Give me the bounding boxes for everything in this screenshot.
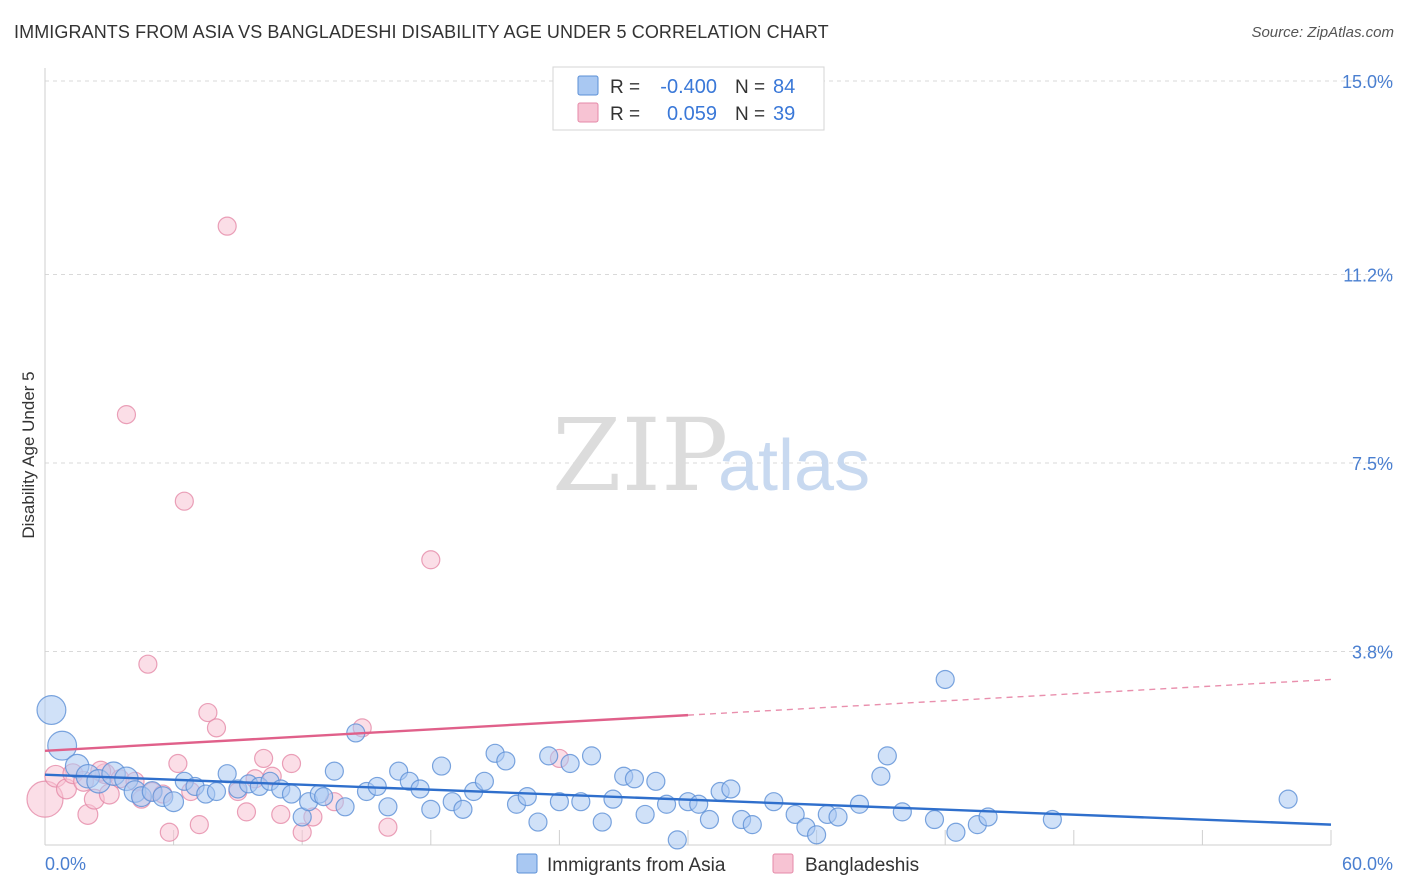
- bangladeshi-point: [189, 815, 209, 835]
- bangladeshi-point: [116, 405, 137, 425]
- bangladeshi-point: [281, 753, 302, 774]
- series-immigrants-from-asia: [36, 669, 1298, 850]
- asia-point: [828, 807, 848, 827]
- asia-point: [281, 784, 302, 804]
- series-legend: Immigrants from Asia Bangladeshis: [516, 853, 919, 876]
- bangladeshi-point: [217, 216, 237, 236]
- asia-point: [474, 771, 494, 791]
- bottom-legend-swatch-asia: [516, 853, 538, 874]
- asia-point: [892, 802, 912, 822]
- watermark-atlas: atlas: [718, 426, 870, 506]
- chart-title: IMMIGRANTS FROM ASIA VS BANGLADESHI DISA…: [14, 22, 829, 42]
- legend-n-value-asia: 84: [773, 76, 795, 98]
- bottom-legend-label-bangladeshis: Bangladeshis: [805, 855, 919, 876]
- asia-point: [871, 766, 891, 786]
- asia-point: [742, 815, 762, 835]
- asia-point: [689, 794, 709, 814]
- asia-point: [635, 804, 655, 825]
- asia-point: [603, 789, 623, 809]
- legend-swatch-asia: [577, 75, 599, 96]
- bangladeshi-point: [421, 550, 441, 570]
- legend-r-value-bangladeshis: 0.059: [667, 103, 717, 125]
- bangladeshi-point: [271, 804, 291, 825]
- watermark-zip: ZIP: [552, 397, 728, 514]
- bangladeshi-point: [174, 491, 194, 511]
- asia-point: [935, 669, 955, 690]
- asia-point: [47, 730, 78, 761]
- bangladeshi-point: [159, 822, 179, 842]
- y-tick-label: 7.5%: [1352, 454, 1393, 474]
- asia-point: [1278, 789, 1298, 809]
- bangladeshi-point: [378, 817, 398, 837]
- asia-point: [946, 822, 966, 842]
- asia-point: [592, 812, 612, 832]
- bangladeshi-point: [206, 718, 227, 738]
- tick-labels: 3.8% 7.5% 11.2% 15.0% 0.0% 60.0%: [45, 72, 1393, 874]
- asia-point: [806, 825, 827, 845]
- asia-point: [163, 791, 185, 813]
- asia-point: [431, 756, 452, 776]
- y-tick-label: 11.2%: [1343, 266, 1393, 286]
- asia-point: [721, 779, 741, 799]
- x-tick-label: 60.0%: [1342, 854, 1393, 874]
- bangladeshi-point: [236, 802, 257, 822]
- asia-point: [877, 746, 897, 766]
- legend-n-value-bangladeshis: 39: [773, 103, 795, 125]
- bottom-legend-label-asia: Immigrants from Asia: [547, 855, 726, 876]
- watermark: ZIP atlas: [552, 397, 870, 514]
- asia-point: [699, 809, 720, 830]
- y-tick-label: 15.0%: [1342, 72, 1393, 92]
- asia-point: [378, 797, 398, 817]
- y-axis-label: Disability Age Under 5: [19, 371, 38, 538]
- asia-point: [624, 769, 645, 789]
- trend-line-bangladeshis: [44, 713, 689, 752]
- legend-swatch-bangladeshis: [577, 102, 599, 123]
- bottom-legend-swatch-bangladeshis: [772, 853, 794, 874]
- trend-line-asia: [44, 773, 1332, 826]
- asia-point: [496, 751, 516, 771]
- asia-point: [206, 781, 227, 802]
- legend-r-label-asia: R =: [610, 77, 640, 98]
- asia-point: [924, 809, 945, 830]
- bangladeshi-point: [138, 654, 158, 674]
- trend-lines: [44, 678, 1332, 826]
- asia-point: [646, 771, 666, 791]
- legend-n-label-asia: N =: [735, 77, 765, 98]
- gridlines: [45, 80, 1393, 652]
- asia-point: [517, 787, 537, 807]
- y-tick-label: 3.8%: [1352, 642, 1393, 662]
- asia-point: [335, 797, 355, 817]
- asia-point: [314, 787, 334, 807]
- legend-r-value-asia: -0.400: [660, 76, 717, 98]
- asia-point: [560, 753, 580, 774]
- bangladeshi-point: [168, 753, 188, 774]
- asia-point: [324, 761, 344, 781]
- x-tick-label: 0.0%: [45, 854, 86, 874]
- asia-point: [528, 812, 548, 832]
- correlation-legend: R = -0.400 N = 84 R = 0.059 N = 39: [552, 66, 825, 131]
- asia-point: [667, 830, 687, 850]
- asia-point: [849, 794, 870, 814]
- asia-point: [581, 746, 602, 766]
- asia-point: [217, 764, 237, 784]
- asia-point: [549, 792, 570, 812]
- asia-point: [539, 746, 559, 766]
- trend-line-bangladeshis-extension: [687, 678, 1332, 716]
- asia-point: [571, 792, 591, 812]
- asia-point: [36, 695, 67, 726]
- asia-point: [421, 799, 441, 819]
- bangladeshi-point: [198, 702, 218, 723]
- source-label: Source: ZipAtlas.com: [1251, 24, 1394, 41]
- asia-point: [785, 804, 805, 825]
- legend-r-label-bangladeshis: R =: [610, 104, 640, 125]
- asia-point: [453, 799, 473, 819]
- bangladeshi-point: [254, 748, 274, 769]
- bangladeshi-point: [26, 780, 64, 818]
- legend-n-label-bangladeshis: N =: [735, 104, 765, 125]
